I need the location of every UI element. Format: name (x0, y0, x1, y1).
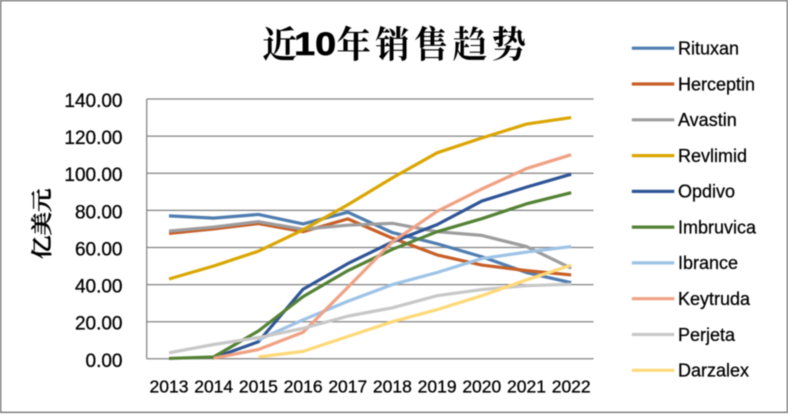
svg-text:60.00: 60.00 (75, 239, 123, 260)
svg-text:Keytruda: Keytruda (678, 289, 751, 309)
svg-text:Revlimid: Revlimid (678, 146, 747, 166)
svg-text:2014: 2014 (194, 377, 233, 397)
svg-text:0.00: 0.00 (86, 351, 123, 372)
svg-text:2019: 2019 (418, 377, 457, 397)
svg-text:20.00: 20.00 (75, 314, 123, 335)
svg-text:2016: 2016 (284, 377, 323, 397)
svg-text:2020: 2020 (462, 377, 501, 397)
svg-text:Ibrance: Ibrance (678, 253, 738, 273)
svg-text:80.00: 80.00 (75, 202, 123, 223)
svg-text:120.00: 120.00 (64, 128, 122, 149)
svg-text:2015: 2015 (239, 377, 278, 397)
svg-text:Rituxan: Rituxan (678, 39, 739, 59)
svg-text:2013: 2013 (150, 377, 189, 397)
svg-text:2022: 2022 (552, 377, 591, 397)
svg-text:Herceptin: Herceptin (678, 74, 755, 94)
svg-text:140.00: 140.00 (64, 91, 122, 112)
svg-text:Opdivo: Opdivo (678, 182, 735, 202)
svg-text:10: 10 (294, 26, 336, 62)
svg-text:Imbruvica: Imbruvica (678, 217, 757, 237)
svg-text:Avastin: Avastin (678, 110, 737, 130)
svg-text:2018: 2018 (373, 377, 412, 397)
svg-text:40.00: 40.00 (75, 277, 123, 298)
svg-text:100.00: 100.00 (64, 165, 122, 186)
svg-text:Darzalex: Darzalex (678, 361, 749, 381)
svg-text:2017: 2017 (328, 377, 367, 397)
svg-text:Perjeta: Perjeta (678, 325, 736, 345)
svg-text:2021: 2021 (507, 377, 546, 397)
